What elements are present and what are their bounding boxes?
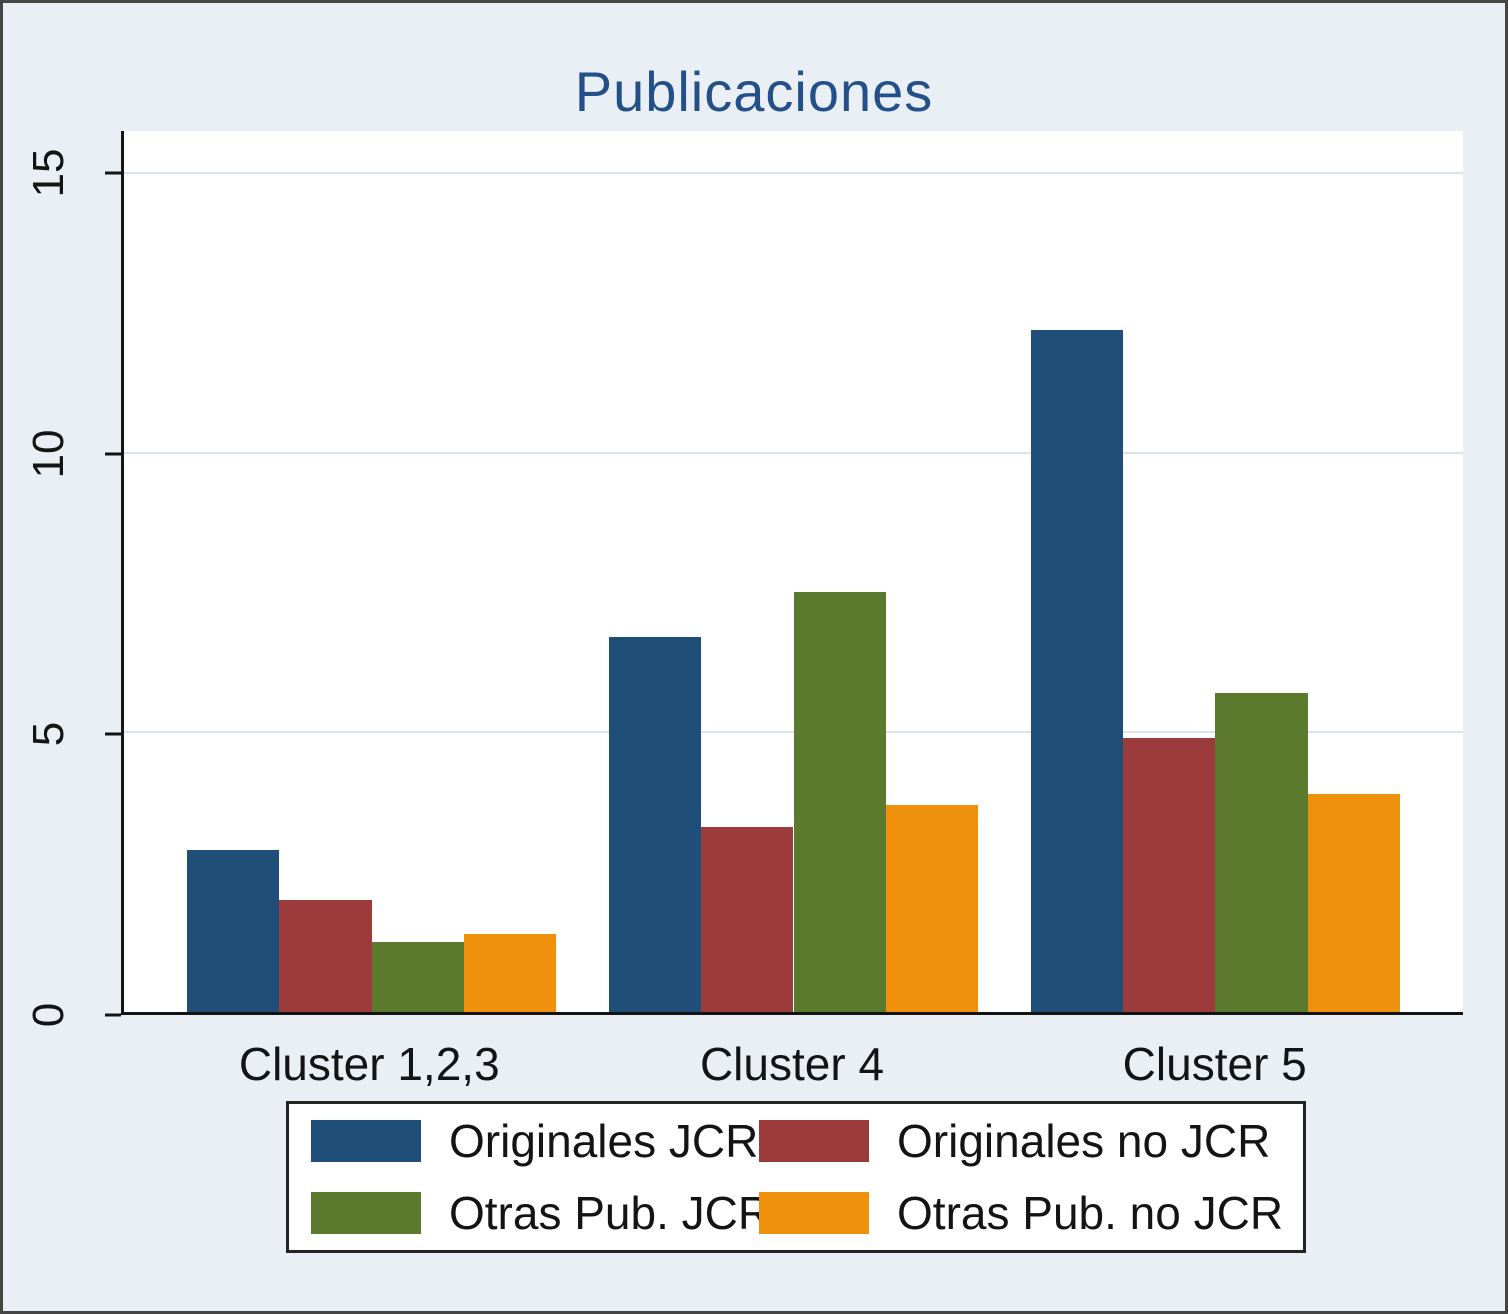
x-tick-label-cluster-5: Cluster 5 <box>1122 1038 1307 1090</box>
bar-group1-series1 <box>186 849 280 1012</box>
y-axis: 0 5 10 15 <box>3 131 121 1027</box>
bars-layer <box>124 131 1463 1012</box>
legend-item-otras-pub-jcr: Otras Pub. JCR <box>311 1186 771 1240</box>
bar-group3-series1 <box>1030 329 1123 1012</box>
legend-swatch-otras-pub-jcr <box>311 1192 421 1234</box>
y-tick-mark-15 <box>105 171 121 175</box>
legend: Originales JCR Originales no JCR Otras P… <box>286 1101 1306 1253</box>
legend-item-originales-no-jcr: Originales no JCR <box>759 1114 1285 1168</box>
gridline-10 <box>124 451 1463 454</box>
legend-item-otras-pub-no-jcr: Otras Pub. no JCR <box>759 1186 1285 1240</box>
legend-label-originales-jcr: Originales JCR <box>449 1115 759 1167</box>
y-tick-mark-0 <box>105 1013 121 1017</box>
y-tick-mark-10 <box>105 452 121 456</box>
y-tick-label-0: 0 <box>24 1002 73 1028</box>
bar-group2-series4 <box>885 805 979 1012</box>
bar-group2-series1 <box>608 637 702 1012</box>
bar-group3-series2 <box>1122 737 1216 1012</box>
bar-group1-series2 <box>279 900 372 1012</box>
bar-group3-series4 <box>1307 793 1401 1012</box>
legend-label-otras-pub-no-jcr: Otras Pub. no JCR <box>897 1187 1284 1239</box>
chart-title: Publicaciones <box>574 60 934 123</box>
y-tick-label-15: 15 <box>24 148 73 198</box>
y-tick-label-5: 5 <box>24 722 73 747</box>
legend-swatch-otras-pub-no-jcr <box>759 1192 870 1234</box>
bar-group2-series2 <box>701 827 794 1012</box>
legend-label-originales-no-jcr: Originales no JCR <box>897 1115 1271 1167</box>
bar-group1-series4 <box>464 933 557 1012</box>
bar-group3-series3 <box>1215 693 1308 1012</box>
legend-label-otras-pub-jcr: Otras Pub. JCR <box>449 1187 772 1239</box>
x-tick-label-cluster-123: Cluster 1,2,3 <box>238 1038 500 1090</box>
x-tick-label-cluster-4: Cluster 4 <box>699 1038 885 1090</box>
bar-group2-series3 <box>793 592 886 1012</box>
plot-area <box>121 131 1463 1015</box>
legend-item-originales-jcr: Originales JCR <box>311 1114 759 1168</box>
gridline-15 <box>124 171 1463 174</box>
y-tick-mark-5 <box>105 732 121 736</box>
legend-swatch-originales-jcr <box>311 1120 421 1162</box>
legend-swatch-originales-no-jcr <box>759 1120 870 1162</box>
bar-group1-series3 <box>371 942 465 1012</box>
y-tick-label-10: 10 <box>24 429 73 479</box>
